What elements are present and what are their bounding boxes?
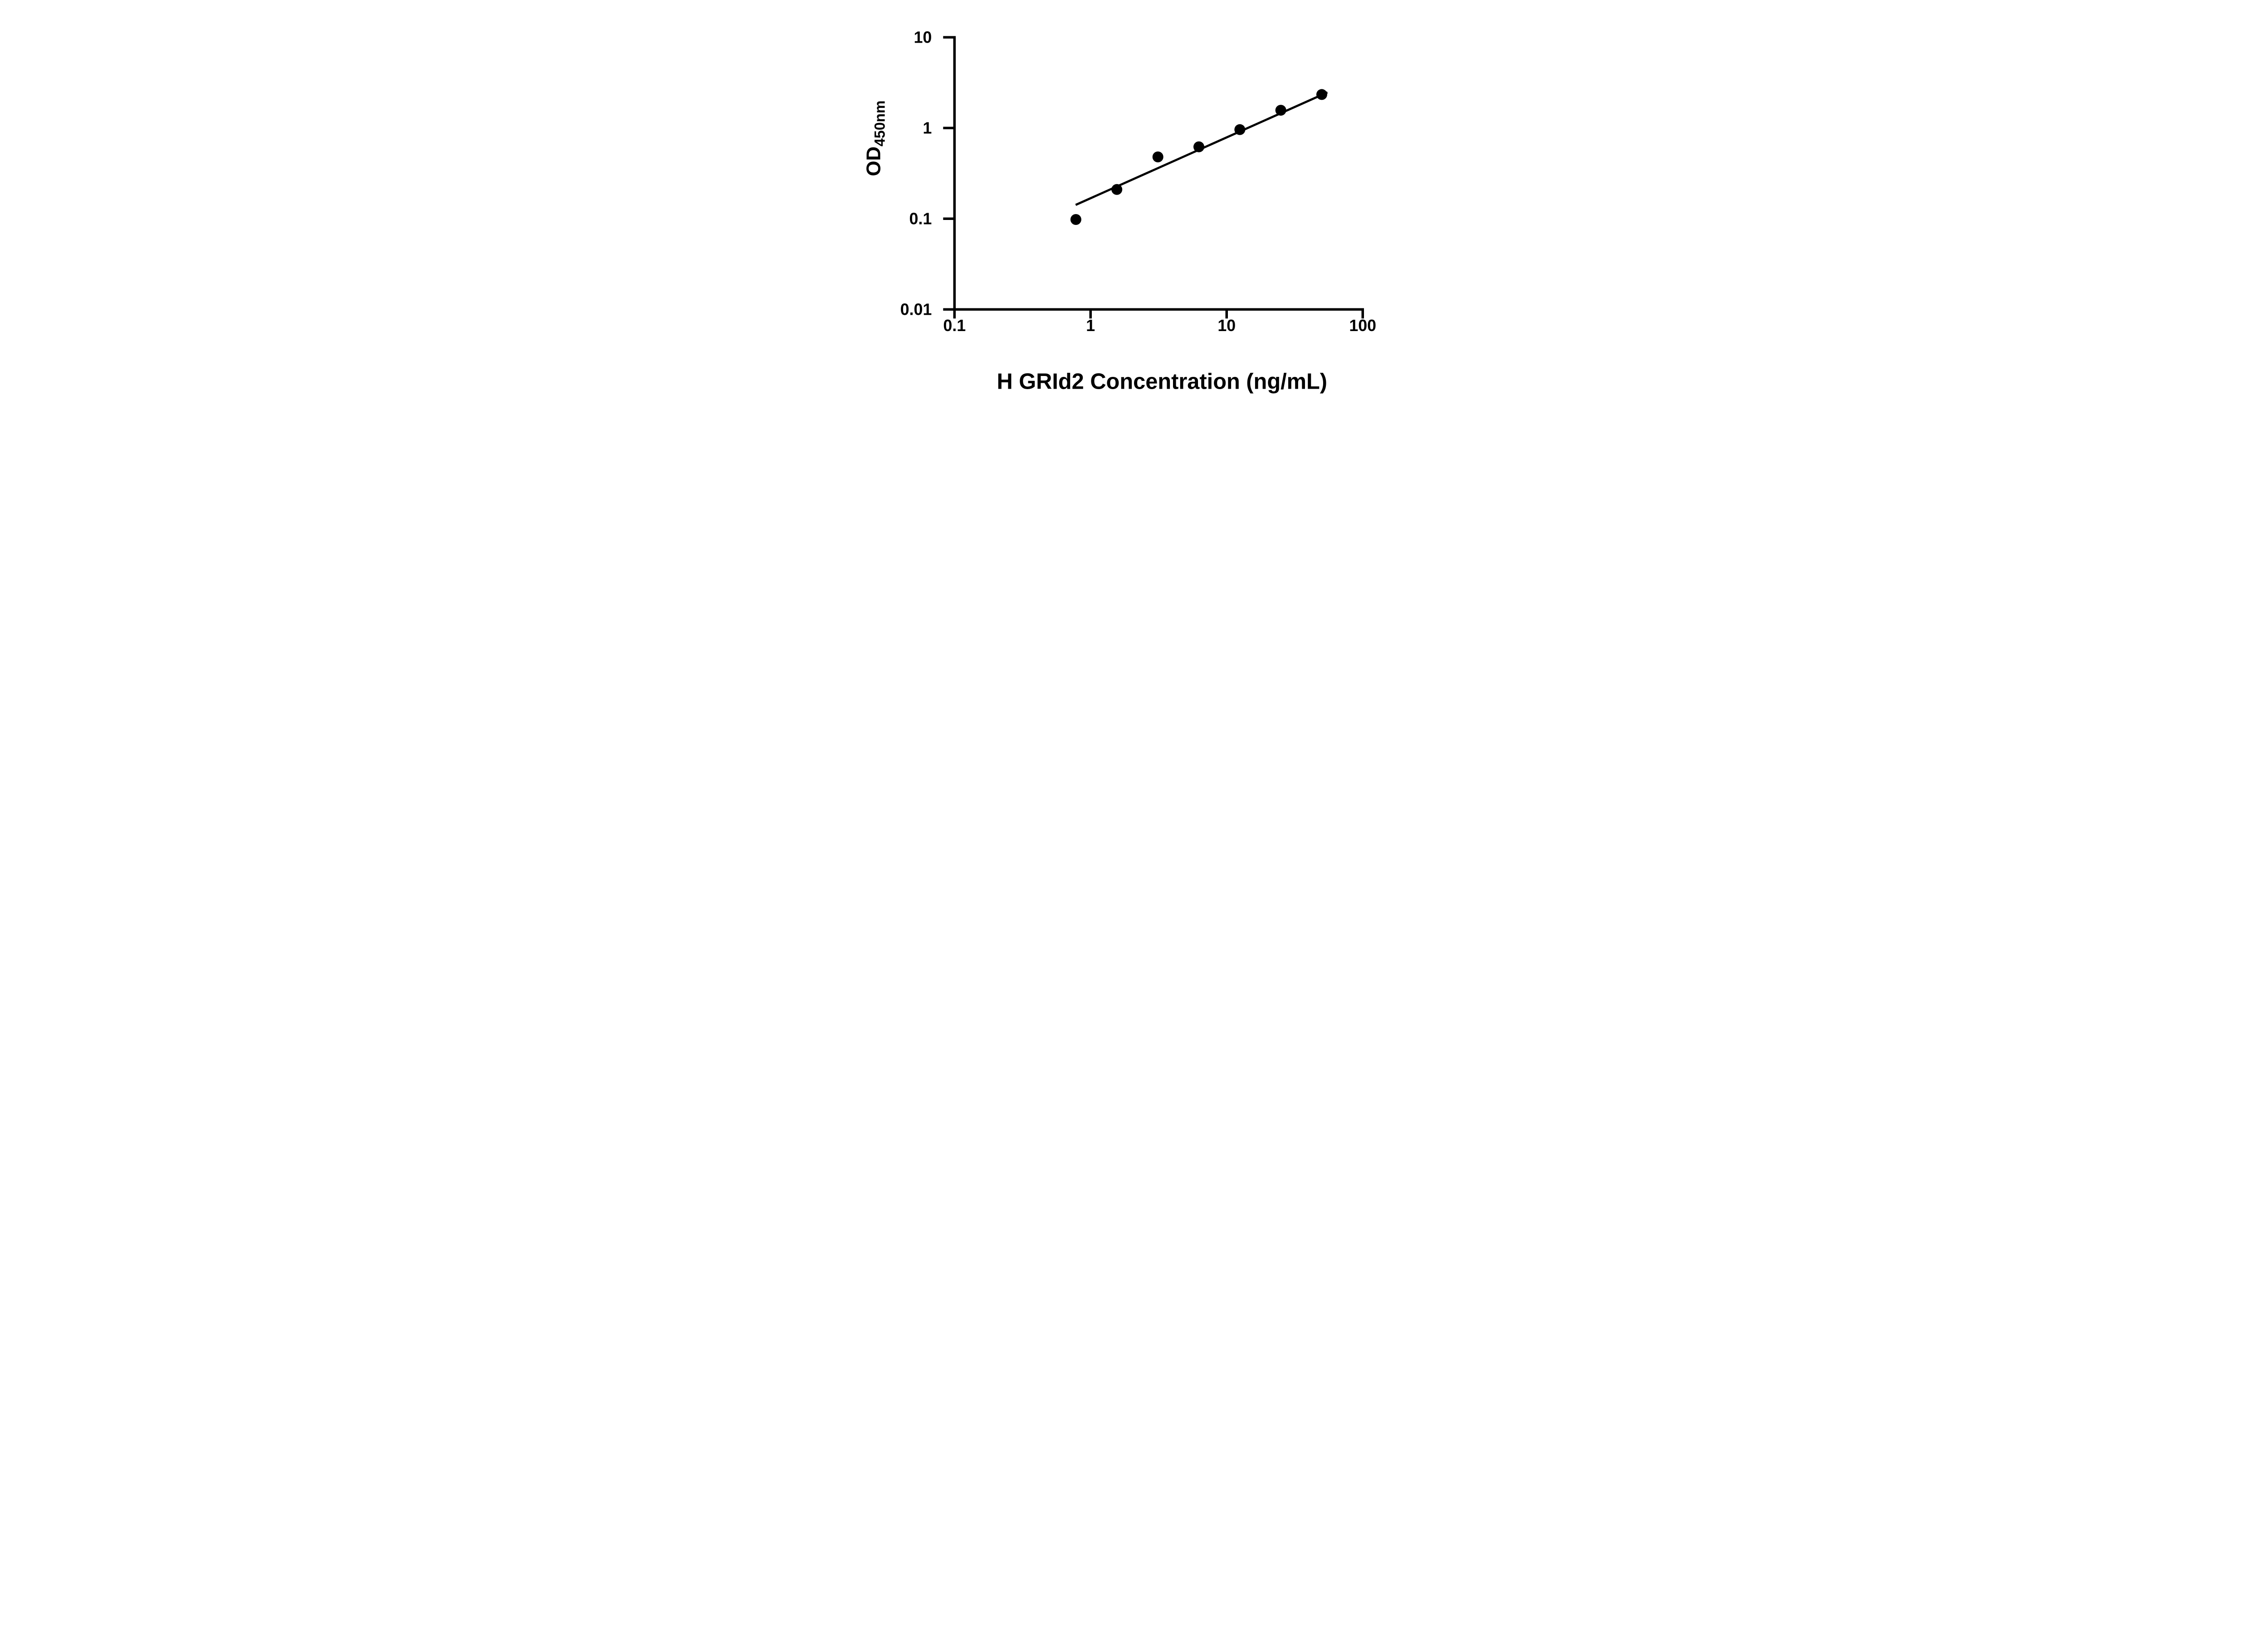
data-point: [1152, 151, 1163, 163]
data-point: [1234, 124, 1245, 135]
data-point: [1070, 214, 1081, 225]
y-axis-title-sub: 450nm: [871, 100, 888, 146]
y-tick-label: 10: [914, 28, 932, 46]
plot-area: 10 1 0.1 0.01 0.1 1 10 100: [900, 28, 1376, 335]
y-tick-label: 0.01: [900, 300, 932, 318]
y-axis-title-main: OD: [862, 146, 885, 176]
x-tick-label: 0.1: [943, 317, 966, 335]
data-point: [1193, 141, 1204, 152]
y-tick-label: 0.1: [909, 210, 932, 228]
x-tick-label: 10: [1217, 317, 1236, 335]
data-point: [1111, 184, 1122, 195]
x-axis-title: H GRId2 Concentration (ng/mL): [997, 370, 1327, 394]
x-tick-label: 1: [1086, 317, 1095, 335]
y-axis-title: OD450nm: [862, 100, 888, 176]
y-tick-label: 1: [923, 119, 932, 137]
figure: 10 1 0.1 0.01 0.1 1 10 100 H GRId2 Concentratio…: [841, 0, 1427, 412]
data-point: [1316, 89, 1327, 100]
data-point: [1275, 105, 1286, 116]
x-tick-label: 100: [1349, 317, 1376, 335]
elisa-standard-curve-chart: 10 1 0.1 0.01 0.1 1 10 100 H GRId2 Concentratio…: [862, 28, 1376, 394]
